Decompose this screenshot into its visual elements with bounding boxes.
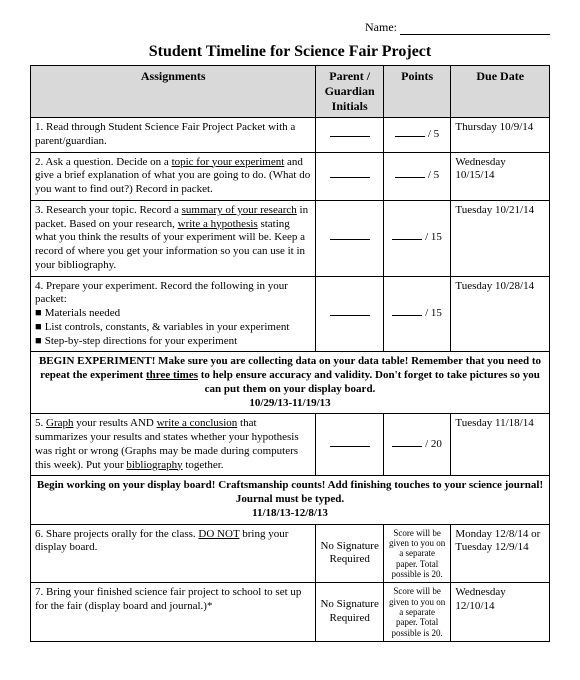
name-blank[interactable] [400, 34, 550, 35]
assignment-cell: 1. Read through Student Science Fair Pro… [31, 118, 316, 153]
header-assignments: Assignments [31, 66, 316, 118]
points-cell: / 5 [383, 118, 450, 153]
table-row: 6. Share projects orally for the class. … [31, 524, 550, 583]
points-blank[interactable] [395, 177, 425, 178]
name-field: Name: [30, 20, 550, 35]
banner-cell: BEGIN EXPERIMENT! Make sure you are coll… [31, 352, 550, 414]
initials-cell: No Signature Required [316, 524, 383, 583]
due-cell: Wednesday 10/15/14 [451, 152, 550, 200]
banner-row: BEGIN EXPERIMENT! Make sure you are coll… [31, 352, 550, 414]
assignment-cell: 5. Graph your results AND write a conclu… [31, 414, 316, 476]
header-due: Due Date [451, 66, 550, 118]
initials-cell [316, 276, 383, 352]
table-row: 4. Prepare your experiment. Record the f… [31, 276, 550, 352]
points-blank[interactable] [392, 239, 422, 240]
points-cell: / 15 [383, 200, 450, 276]
assignment-cell: 7. Bring your finished science fair proj… [31, 583, 316, 642]
points-cell: Score will be given to you on a separate… [383, 524, 450, 583]
due-cell: Tuesday 10/28/14 [451, 276, 550, 352]
assignment-cell: 6. Share projects orally for the class. … [31, 524, 316, 583]
points-cell: Score will be given to you on a separate… [383, 583, 450, 642]
page-title: Student Timeline for Science Fair Projec… [30, 43, 550, 61]
assignment-cell: 4. Prepare your experiment. Record the f… [31, 276, 316, 352]
table-row: 1. Read through Student Science Fair Pro… [31, 118, 550, 153]
points-blank[interactable] [392, 446, 422, 447]
initials-blank[interactable] [330, 239, 370, 240]
due-cell: Thursday 10/9/14 [451, 118, 550, 153]
initials-blank[interactable] [330, 315, 370, 316]
name-label: Name: [365, 20, 397, 34]
initials-blank[interactable] [330, 136, 370, 137]
assignment-cell: 2. Ask a question. Decide on a topic for… [31, 152, 316, 200]
table-row: 3. Research your topic. Record a summary… [31, 200, 550, 276]
due-cell: Tuesday 10/21/14 [451, 200, 550, 276]
header-points: Points [383, 66, 450, 118]
due-cell: Wednesday 12/10/14 [451, 583, 550, 642]
initials-blank[interactable] [330, 177, 370, 178]
timeline-table: Assignments Parent / Guardian Initials P… [30, 65, 550, 642]
points-blank[interactable] [392, 315, 422, 316]
initials-blank[interactable] [330, 446, 370, 447]
header-initials: Parent / Guardian Initials [316, 66, 383, 118]
initials-cell: No Signature Required [316, 583, 383, 642]
points-blank[interactable] [395, 136, 425, 137]
banner-row: Begin working on your display board! Cra… [31, 476, 550, 524]
points-cell: / 20 [383, 414, 450, 476]
points-cell: / 15 [383, 276, 450, 352]
table-row: 5. Graph your results AND write a conclu… [31, 414, 550, 476]
header-row: Assignments Parent / Guardian Initials P… [31, 66, 550, 118]
initials-cell [316, 200, 383, 276]
due-cell: Monday 12/8/14 or Tuesday 12/9/14 [451, 524, 550, 583]
banner-cell: Begin working on your display board! Cra… [31, 476, 550, 524]
assignment-cell: 3. Research your topic. Record a summary… [31, 200, 316, 276]
table-row: 7. Bring your finished science fair proj… [31, 583, 550, 642]
initials-cell [316, 118, 383, 153]
initials-cell [316, 414, 383, 476]
due-cell: Tuesday 11/18/14 [451, 414, 550, 476]
initials-cell [316, 152, 383, 200]
table-row: 2. Ask a question. Decide on a topic for… [31, 152, 550, 200]
points-cell: / 5 [383, 152, 450, 200]
